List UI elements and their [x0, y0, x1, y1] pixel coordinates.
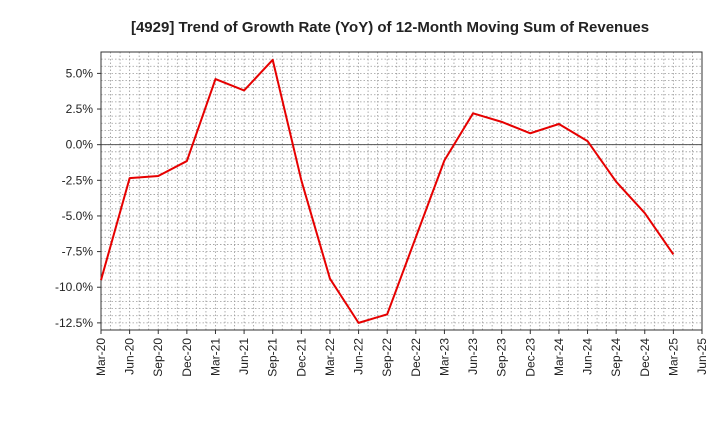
- y-tick-label: 0.0%: [66, 138, 94, 152]
- x-tick-label: Jun-21: [237, 338, 251, 375]
- x-tick-label: Sep-23: [495, 338, 509, 377]
- x-tick-label: Mar-21: [208, 338, 222, 376]
- x-tick-label: Sep-20: [151, 338, 165, 377]
- x-tick-label: Sep-22: [380, 338, 394, 377]
- grid-lines: [100, 51, 703, 331]
- x-tick-label: Sep-24: [609, 338, 623, 377]
- series-layer: [100, 58, 675, 324]
- plot-area: [101, 52, 702, 330]
- y-tick-label: -2.5%: [62, 173, 94, 187]
- axes: [97, 51, 703, 334]
- y-tick-label: -10.0%: [55, 280, 93, 294]
- x-axis-labels: Mar-20 Jun-20 Sep-20 Dec-20 Mar-21 Jun-21 Sep-…: [94, 338, 709, 377]
- y-axis-labels: 5.0% 2.5% 0.0% -2.5% -5.0% -7.5% -10.0% -12.5%: [55, 66, 93, 329]
- y-tick-label: -12.5%: [55, 316, 93, 330]
- x-tick-label: Jun-24: [581, 338, 595, 375]
- y-tick-label: 5.0%: [66, 66, 94, 80]
- x-tick-label: Jun-22: [352, 338, 366, 375]
- x-tick-label: Jun-25: [695, 338, 709, 375]
- x-tick-label: Mar-25: [666, 338, 680, 376]
- x-tick-label: Dec-20: [180, 338, 194, 377]
- x-tick-label: Dec-23: [523, 338, 537, 377]
- y-tick-label: 2.5%: [66, 102, 94, 116]
- x-tick-label: Dec-21: [294, 338, 308, 377]
- y-tick-label: -5.0%: [62, 209, 94, 223]
- y-tick-label: -7.5%: [62, 245, 94, 259]
- x-tick-label: Dec-22: [409, 338, 423, 377]
- x-tick-label: Jun-23: [466, 338, 480, 375]
- x-tick-label: Mar-24: [552, 338, 566, 376]
- x-tick-label: Mar-22: [323, 338, 337, 376]
- series-line: [100, 58, 675, 324]
- x-tick-label: Mar-20: [94, 338, 108, 376]
- x-tick-label: Sep-21: [266, 338, 280, 377]
- chart-title: [4929] Trend of Growth Rate (YoY) of 12-…: [131, 19, 649, 36]
- x-tick-label: Jun-20: [123, 338, 137, 375]
- plot-frame: [100, 51, 703, 331]
- x-tick-label: Mar-23: [437, 338, 451, 376]
- x-tick-label: Dec-24: [638, 338, 652, 377]
